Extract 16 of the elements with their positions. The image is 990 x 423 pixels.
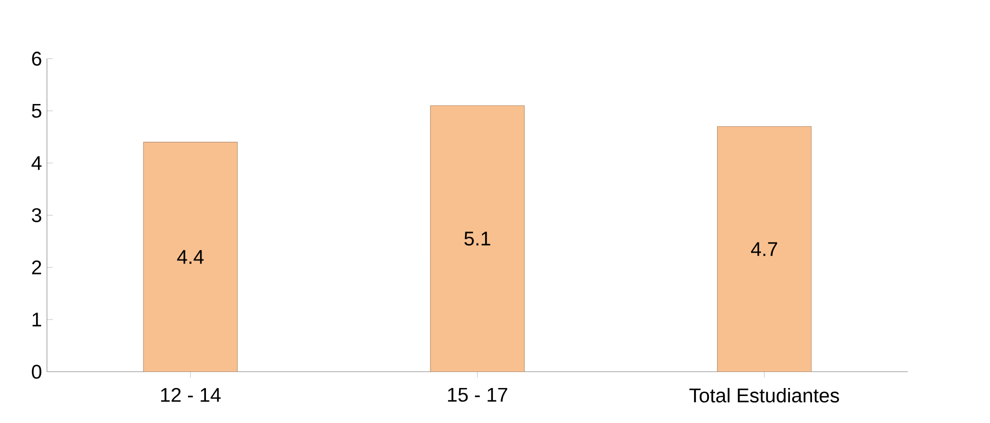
data-label: 5.1 <box>464 232 490 246</box>
y-tick-label: 2 <box>32 260 42 274</box>
x-tick-label: 15 - 17 <box>448 388 508 402</box>
bar <box>717 126 812 372</box>
y-tick-label: 6 <box>32 52 42 66</box>
y-tick-label: 0 <box>32 364 42 379</box>
y-tick-label: 3 <box>32 208 42 222</box>
data-label: 4.7 <box>751 242 778 256</box>
y-tick-label: 1 <box>32 312 42 327</box>
x-tick-label: 12 - 14 <box>161 388 221 402</box>
data-label: 4.4 <box>177 250 204 264</box>
y-tick-label: 5 <box>32 104 42 118</box>
bar <box>143 142 238 372</box>
bar <box>430 106 525 372</box>
y-tick-label: 4 <box>32 156 42 170</box>
x-tick-label: Total Estudiantes <box>689 388 840 403</box>
